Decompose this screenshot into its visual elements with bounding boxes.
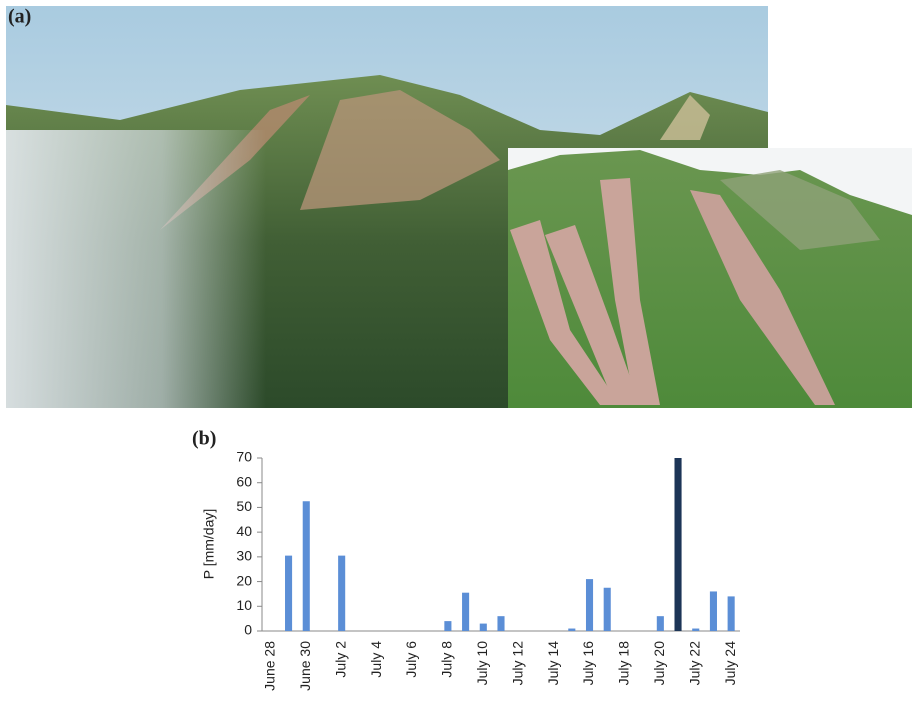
bar [497, 616, 504, 631]
x-tick-label: July 22 [686, 641, 702, 686]
bar [728, 596, 735, 631]
bar [444, 621, 451, 631]
x-tick-label: July 8 [439, 641, 455, 678]
photo-inset [508, 148, 912, 408]
y-tick-label: 70 [236, 449, 252, 465]
page: (a) (b) P [mm/day] 0 10 20 30 40 50 60 70 June 2… [0, 0, 912, 703]
figure: (a) (b) P [mm/day] 0 10 20 30 40 50 60 70 June 2… [0, 0, 912, 703]
y-tick-label: 20 [236, 572, 252, 588]
x-tick-label: July 14 [545, 641, 561, 686]
bar [338, 556, 345, 631]
bar [710, 591, 717, 631]
bar [462, 593, 469, 631]
y-axis-label: P [mm/day] [201, 509, 217, 580]
x-tick-label: June 28 [262, 641, 278, 691]
bar [674, 458, 681, 631]
cloud [6, 130, 266, 408]
y-tick-label: 50 [236, 498, 252, 514]
x-tick-label: July 24 [722, 641, 738, 686]
y-tick-label: 10 [236, 597, 252, 613]
x-tick-label: July 20 [651, 641, 667, 686]
bar [303, 501, 310, 631]
x-tick-label: July 12 [509, 641, 525, 686]
panel-label: (b) [192, 428, 216, 450]
x-tick-label: July 10 [474, 641, 490, 686]
bar [604, 588, 611, 631]
y-tick-label: 40 [236, 523, 252, 539]
bar [568, 629, 575, 631]
bar [285, 556, 292, 631]
x-tick-label: July 18 [616, 641, 632, 686]
x-tick-label: July 16 [580, 641, 596, 686]
bar [586, 579, 593, 631]
bar [692, 629, 699, 631]
y-tick-label: 60 [236, 473, 252, 489]
bar [480, 624, 487, 631]
y-tick-label: 30 [236, 548, 252, 564]
bar [657, 616, 664, 631]
y-tick-label: 0 [244, 622, 252, 638]
x-tick-label: July 6 [403, 641, 419, 678]
x-tick-label: July 4 [368, 641, 384, 678]
panel-label: (a) [8, 6, 31, 28]
x-tick-label: June 30 [297, 641, 313, 691]
x-tick-label: July 2 [332, 641, 348, 678]
